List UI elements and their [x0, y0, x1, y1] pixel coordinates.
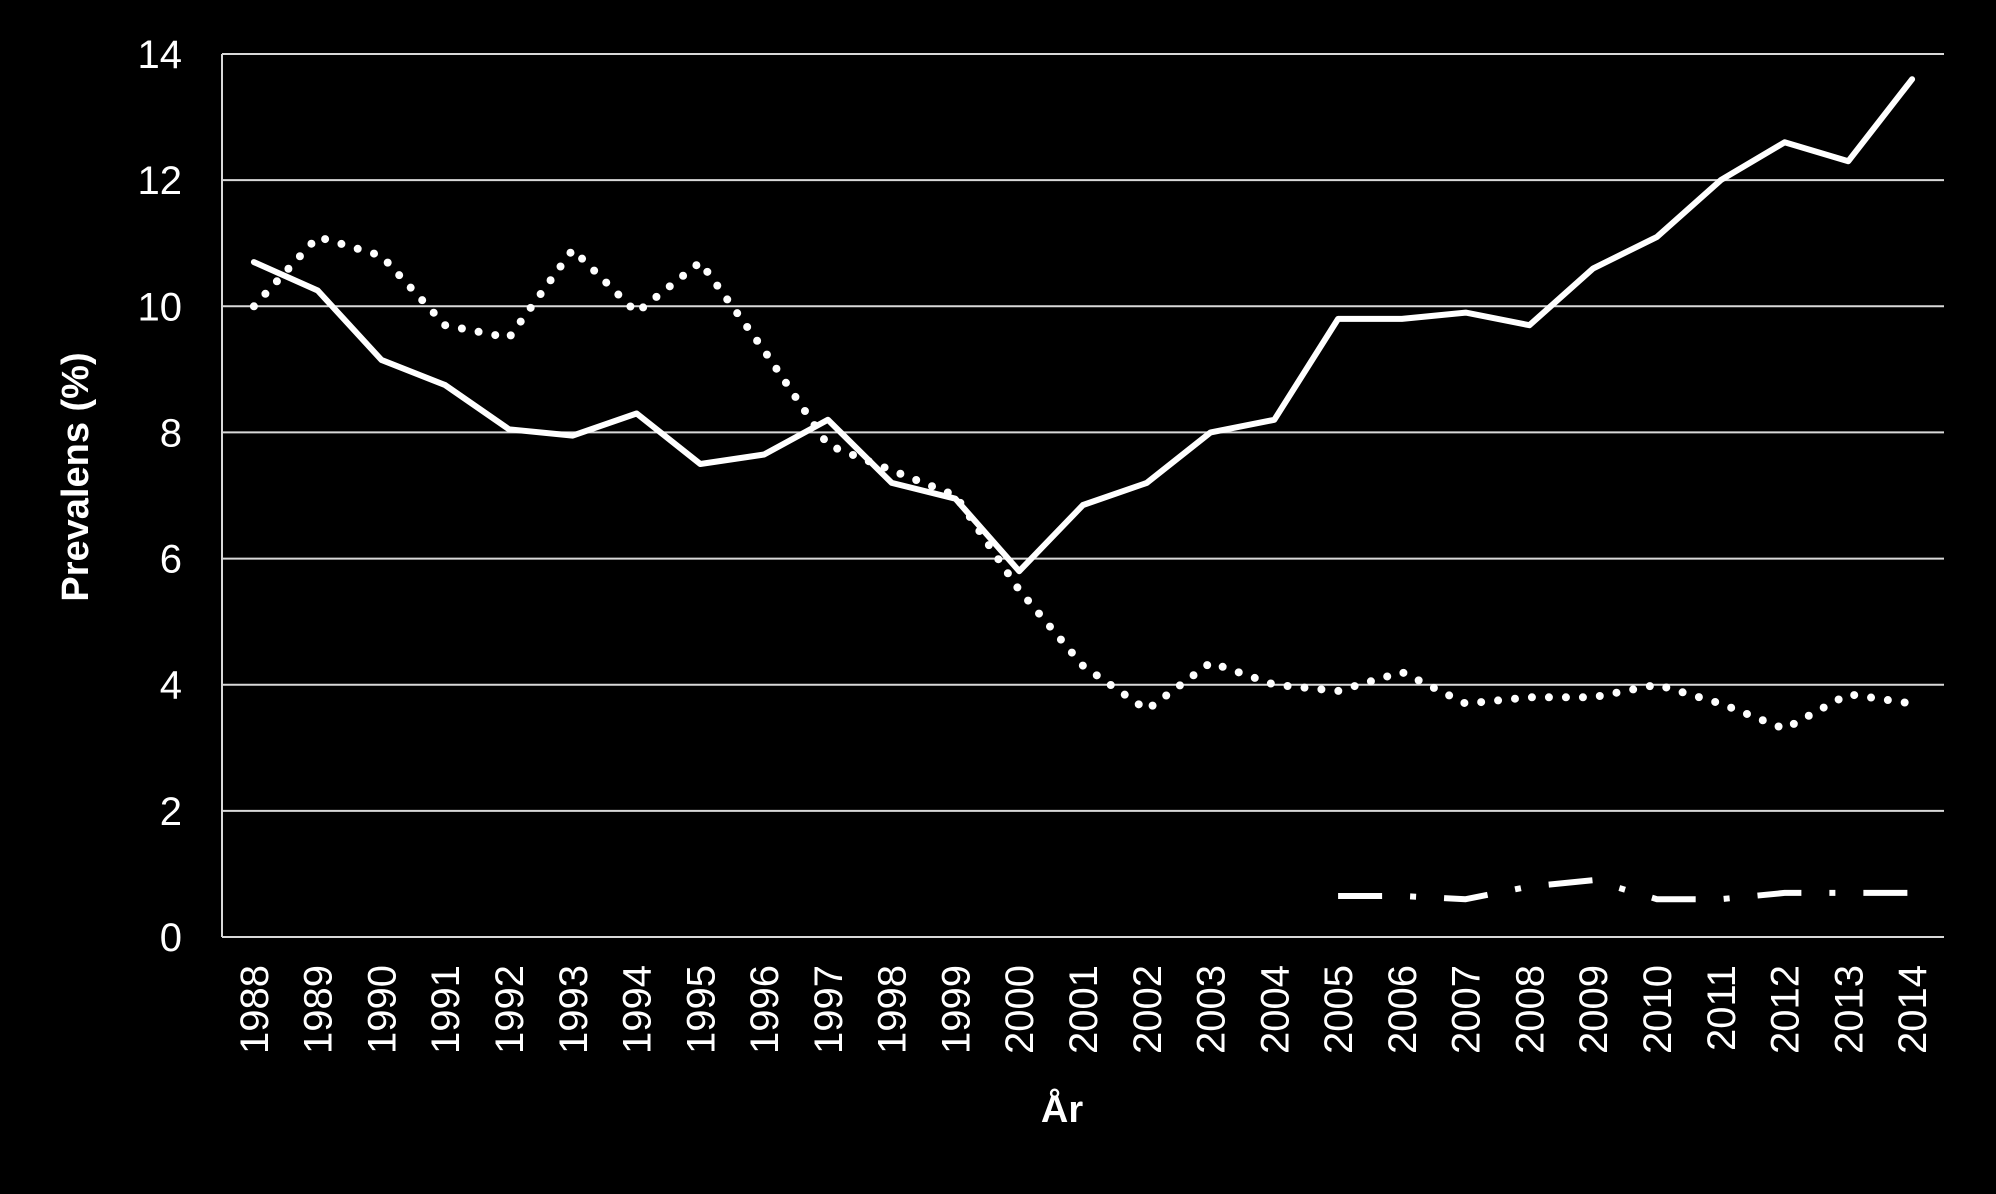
x-tick-label: 2010	[1636, 965, 1680, 1054]
x-axis-title: År	[1041, 1087, 1083, 1131]
y-tick-labels: 0 2 4 6 8 10 12 14	[138, 33, 183, 960]
data-point-dotted	[891, 469, 893, 471]
data-point-dotted	[827, 444, 829, 446]
y-tick-label: 10	[138, 285, 183, 329]
x-tick-label: 1999	[934, 965, 978, 1054]
y-axis-title: Prevalens (%)	[55, 352, 97, 601]
x-tick-label: 2003	[1190, 965, 1234, 1054]
x-tick-label: 2011	[1700, 965, 1744, 1051]
data-point-dashdot	[1911, 892, 1913, 894]
data-point-dotted	[1911, 703, 1913, 705]
y-tick-label: 14	[138, 33, 183, 77]
data-point-dotted	[1720, 703, 1722, 705]
series-line-dashdot	[1338, 877, 1913, 903]
data-point-dotted	[380, 255, 382, 257]
data-point-dotted	[1592, 696, 1594, 698]
data-point-dotted	[636, 312, 638, 314]
data-point-dotted	[1847, 693, 1849, 695]
data-point-dashdot	[1720, 898, 1722, 900]
y-tick-label: 2	[160, 790, 182, 834]
data-point-dotted	[1784, 728, 1786, 730]
x-tick-label: 2007	[1445, 965, 1489, 1054]
x-tick-label: 1998	[871, 965, 915, 1054]
x-tick-label: 1988	[233, 965, 277, 1054]
data-point-dotted	[1146, 709, 1148, 711]
y-tick-label: 8	[160, 411, 182, 455]
x-tick-label: 2014	[1891, 965, 1935, 1054]
series-line-solid	[250, 76, 1916, 575]
series-group	[249, 76, 1917, 903]
x-tick-label: 2005	[1317, 965, 1361, 1054]
y-tick-label: 6	[160, 538, 182, 582]
data-point-dashdot	[1528, 886, 1530, 888]
x-tick-labels: 1988 1989 1990 1991 1992 1993 1994 1995 1996 1997…	[233, 965, 1935, 1054]
x-tick-label: 2008	[1508, 965, 1552, 1054]
x-tick-label: 2009	[1572, 965, 1616, 1054]
x-tick-label: 1993	[552, 965, 596, 1054]
data-point-dashdot	[1401, 895, 1403, 897]
x-tick-label: 2000	[998, 965, 1042, 1054]
x-tick-label: 1992	[488, 965, 532, 1054]
x-tick-label: 1997	[807, 965, 851, 1054]
x-tick-label: 1995	[679, 965, 723, 1054]
x-tick-label: 1990	[360, 965, 404, 1054]
series-line-dotted	[249, 232, 1917, 733]
y-tick-label: 12	[138, 159, 183, 203]
gridlines	[221, 53, 1944, 938]
y-tick-label: 0	[160, 916, 182, 960]
data-point-dashdot	[1847, 892, 1849, 894]
x-tick-label: 2012	[1764, 965, 1808, 1054]
x-tick-label: 2002	[1126, 965, 1170, 1054]
x-tick-label: 2004	[1253, 965, 1297, 1054]
data-point-dotted	[317, 236, 319, 238]
x-tick-label: 1994	[616, 965, 660, 1054]
x-tick-label: 1991	[424, 965, 468, 1054]
y-tick-label: 4	[160, 664, 182, 708]
x-tick-label: 1989	[297, 965, 341, 1054]
x-tick-label: 2013	[1827, 965, 1871, 1054]
x-tick-label: 2006	[1381, 965, 1425, 1054]
data-point-dotted	[763, 349, 765, 351]
x-tick-label: 1996	[743, 965, 787, 1054]
x-tick-label: 2001	[1062, 965, 1106, 1054]
